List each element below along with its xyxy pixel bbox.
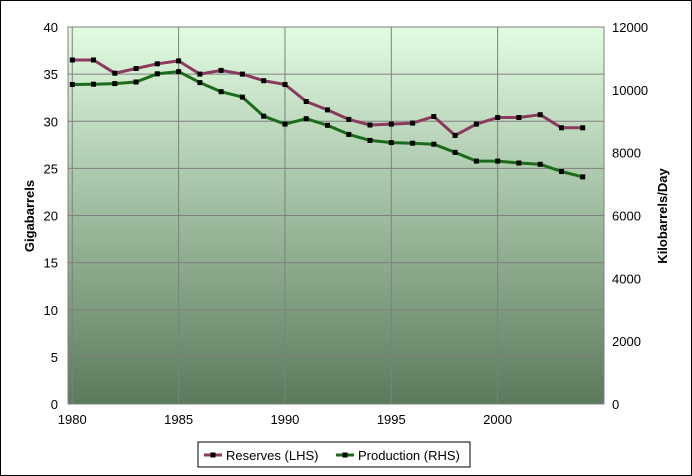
left-tick-label: 10 (44, 303, 58, 318)
data-point-reserves (431, 114, 437, 119)
x-tick-label: 1980 (58, 412, 87, 427)
data-point-production (495, 158, 501, 164)
data-point-reserves (452, 132, 458, 138)
data-point-production (239, 94, 245, 100)
data-point-production (559, 169, 564, 174)
x-tick-label: 2000 (483, 412, 512, 427)
x-tick-label: 1985 (164, 412, 193, 427)
data-point-reserves (410, 120, 416, 126)
legend-label-production: Production (RHS) (358, 448, 460, 463)
data-point-reserves (303, 99, 309, 104)
data-point-reserves (537, 112, 543, 118)
data-point-production (154, 71, 160, 77)
legend-box (197, 441, 471, 468)
data-point-production (91, 81, 96, 87)
data-point-production (452, 149, 458, 155)
data-point-production (367, 137, 373, 143)
data-point-reserves (154, 61, 160, 67)
data-point-production (133, 79, 139, 85)
data-point-production (516, 160, 522, 166)
left-tick-label: 35 (44, 67, 58, 82)
right-tick-label: 0 (612, 397, 619, 412)
data-point-production (580, 174, 586, 180)
data-point-reserves (367, 122, 373, 128)
left-axis-title: Gigabarrels (22, 180, 37, 252)
data-point-production (282, 121, 288, 127)
left-tick-label: 20 (44, 209, 58, 224)
data-point-reserves (176, 58, 182, 64)
data-point-production (303, 116, 309, 122)
data-point-reserves (388, 121, 394, 127)
data-point-production (537, 161, 543, 167)
x-axis-ticks: 1980 1985 1990 1995 2000 (58, 412, 512, 427)
x-tick-label: 1990 (270, 412, 299, 427)
data-point-production (388, 140, 394, 146)
data-point-production (176, 69, 182, 75)
legend-label-reserves: Reserves (LHS) (226, 448, 318, 463)
right-tick-label: 12000 (612, 20, 648, 35)
data-point-reserves (325, 107, 330, 113)
data-point-reserves (239, 71, 245, 77)
right-axis-ticks: 0 2000 4000 6000 8000 10000 12000 (612, 20, 648, 412)
right-tick-label: 10000 (612, 83, 648, 98)
data-point-reserves (218, 67, 224, 73)
data-point-production (410, 140, 416, 146)
left-tick-label: 15 (44, 256, 58, 271)
data-point-reserves (261, 78, 267, 84)
left-tick-label: 5 (51, 350, 58, 365)
left-tick-label: 30 (44, 114, 58, 129)
legend: Reserves (LHS) Production (RHS) (197, 441, 471, 468)
data-point-reserves (69, 57, 75, 63)
data-point-reserves (282, 82, 288, 87)
data-point-reserves (495, 115, 501, 120)
gridlines (68, 26, 604, 405)
data-point-reserves (580, 125, 586, 131)
data-point-production (112, 81, 118, 87)
right-axis-title: Kilobarrels/Day (655, 168, 670, 264)
data-point-reserves (133, 66, 139, 71)
data-point-reserves (91, 57, 96, 63)
data-point-reserves (559, 125, 564, 131)
data-point-reserves (516, 115, 522, 120)
data-point-production (261, 113, 267, 119)
right-tick-label: 8000 (612, 146, 641, 161)
data-point-production (473, 158, 479, 164)
left-tick-label: 40 (44, 20, 58, 35)
data-point-production (218, 89, 224, 95)
series-layer (69, 57, 586, 180)
data-point-production (431, 141, 437, 147)
data-point-reserves (473, 121, 479, 127)
data-point-production (325, 122, 330, 128)
legend-marker-production (342, 452, 348, 458)
right-tick-label: 6000 (612, 209, 641, 224)
right-tick-label: 2000 (612, 334, 641, 349)
legend-marker-reserves (210, 452, 216, 458)
plot-border (67, 26, 605, 405)
x-tick-label: 1995 (377, 412, 406, 427)
data-point-production (197, 80, 203, 86)
data-point-production (69, 82, 75, 87)
left-axis-ticks: 0 5 10 15 20 25 30 35 40 (44, 20, 58, 412)
data-point-production (346, 131, 352, 137)
left-tick-label: 0 (51, 397, 58, 412)
data-point-reserves (197, 71, 203, 77)
right-tick-label: 4000 (612, 271, 641, 286)
data-point-reserves (112, 70, 118, 76)
left-tick-label: 25 (44, 161, 58, 176)
data-point-reserves (346, 116, 352, 122)
